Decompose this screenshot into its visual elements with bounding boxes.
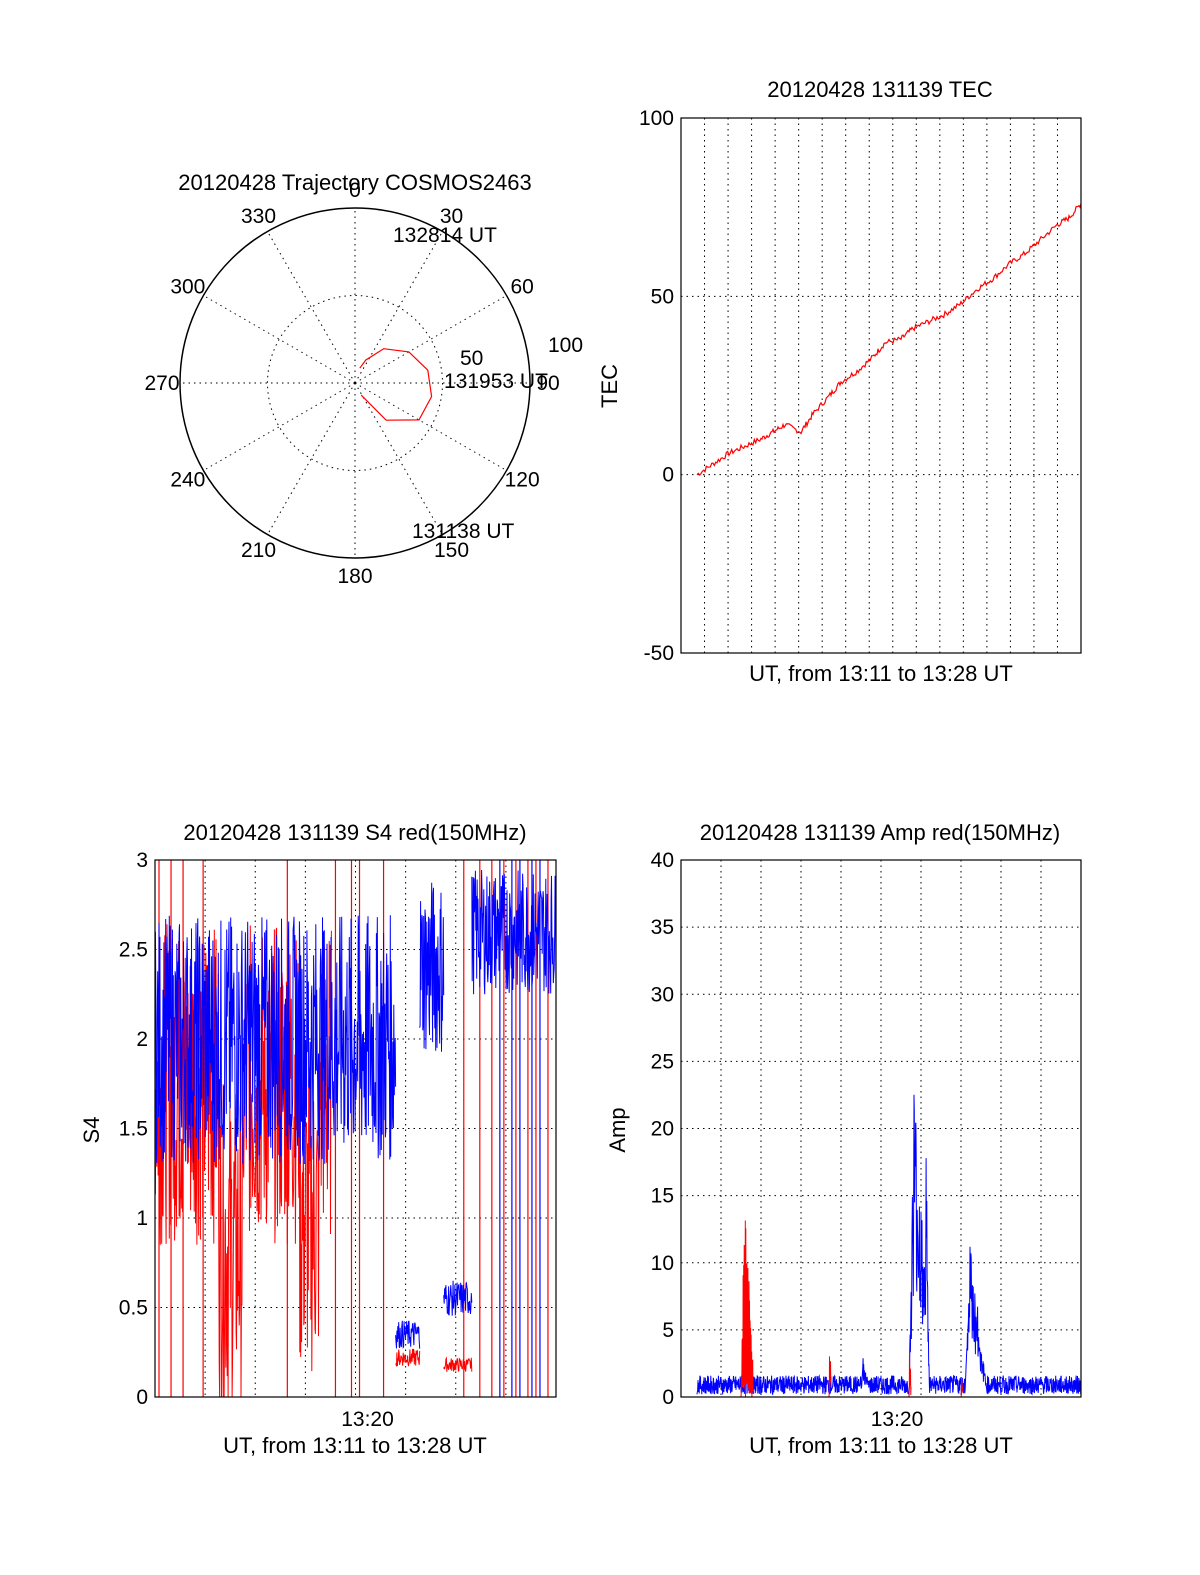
amp-y-tick-3: 15: [651, 1185, 674, 1208]
trajectory-mid-label: 131953 UT: [444, 370, 548, 393]
s4-y-axis-label: S4: [79, 1117, 104, 1144]
tec-y-tick-2: 50: [651, 285, 674, 308]
polar-azimuth-label-210: 210: [241, 539, 276, 562]
polar-azimuth-label-90: 90: [536, 372, 559, 395]
s4-y-tick-1: 0.5: [119, 1297, 148, 1320]
amp-series-red-burst-1: [828, 1356, 832, 1398]
polar-azimuth-label-330: 330: [241, 205, 276, 228]
amp-x-axis-label: UT, from 13:11 to 13:28 UT: [749, 1433, 1013, 1458]
s4-y-tick-6: 3: [136, 849, 148, 872]
amp-x-tick-label: 13:20: [871, 1408, 924, 1431]
amp-y-tick-1: 5: [662, 1319, 674, 1342]
tec-x-axis-label: UT, from 13:11 to 13:28 UT: [749, 661, 1013, 686]
tec-y-tick-labels: -50 0 50 100: [639, 107, 674, 665]
s4-series-0-segment-2: [443, 1356, 473, 1373]
polar-azimuth-label-60: 60: [510, 276, 533, 299]
amp-grid: [681, 860, 1081, 1397]
amp-y-tick-4: 20: [651, 1118, 674, 1141]
amp-title: 20120428 131139 Amp red(150MHz): [700, 820, 1060, 845]
amp-y-tick-7: 35: [651, 916, 674, 939]
tec-y-tick-1: 0: [662, 464, 674, 487]
tec-grid: [681, 118, 1081, 653]
polar-radius-label-50: 50: [460, 347, 483, 370]
amp-y-tick-0: 0: [662, 1386, 674, 1409]
s4-chart: 20120428 131139 S4 red(150MHz) 0 0.5 1 1.5 2…: [79, 820, 557, 1458]
polar-azimuth-label-180: 180: [337, 565, 372, 588]
s4-y-tick-labels: 0 0.5 1 1.5 2 2.5 3: [119, 849, 148, 1409]
s4-series-1-segment-2: [419, 882, 445, 1052]
polar-trajectory-chart: 20120428 Trajectory COSMOS2463 0 30 60 90 12…: [144, 170, 583, 588]
polar-spoke-120: [354, 382, 507, 471]
amp-chart: 20120428 131139 Amp red(150MHz) 0 5 10 15 20…: [605, 820, 1082, 1458]
polar-grid: [179, 207, 531, 559]
s4-y-tick-0: 0: [136, 1386, 148, 1409]
s4-series-0-segment-1: [395, 1348, 421, 1367]
s4-plot-frame: [154, 859, 557, 1398]
amp-series: [696, 1094, 1082, 1398]
amp-series-red-burst-3: [960, 1380, 964, 1398]
tec-chart: 20120428 131139 TEC -50 0 50 100 UT, from 1…: [597, 77, 1082, 686]
tec-y-tick-0: -50: [644, 642, 674, 665]
polar-spoke-150: [354, 382, 443, 535]
polar-azimuth-label-0: 0: [349, 179, 361, 202]
s4-y-tick-3: 1.5: [119, 1118, 148, 1141]
trajectory-end-label: 132814 UT: [393, 224, 497, 247]
s4-series-1-segment-0: [154, 915, 397, 1165]
s4-series: [154, 860, 557, 1398]
polar-azimuth-label-120: 120: [505, 469, 540, 492]
amp-series-blue-line: [696, 1094, 1082, 1396]
polar-spoke-240: [203, 382, 356, 471]
polar-azimuth-labels: 0 30 60 90 120 150 180 210 240 270 300 330: [144, 179, 559, 588]
trajectory-line: [359, 348, 433, 421]
polar-azimuth-label-150: 150: [434, 539, 469, 562]
tec-y-axis-label: TEC: [597, 364, 622, 408]
amp-y-axis-label: Amp: [605, 1107, 630, 1152]
tec-plot-frame: [680, 117, 1082, 654]
polar-title: 20120428 Trajectory COSMOS2463: [178, 170, 531, 195]
polar-azimuth-label-270: 270: [144, 372, 179, 395]
s4-y-tick-4: 2: [136, 1028, 148, 1051]
amp-y-tick-labels: 0 5 10 15 20 25 30 35 40: [651, 849, 674, 1409]
amp-plot-frame: [680, 859, 1082, 1398]
s4-series-1-segment-3: [443, 1280, 473, 1316]
polar-spoke-210: [267, 382, 356, 535]
trajectory-start-label: 131138 UT: [412, 520, 515, 543]
s4-series-1-segment-1: [395, 1320, 421, 1349]
amp-y-tick-8: 40: [651, 849, 674, 872]
amp-y-tick-6: 30: [651, 983, 674, 1006]
tec-y-tick-3: 100: [639, 107, 674, 130]
s4-x-axis-label: UT, from 13:11 to 13:28 UT: [223, 1433, 487, 1458]
amp-series-red-burst-2: [908, 1349, 912, 1398]
tec-series-line: [696, 203, 1082, 477]
amp-y-tick-5: 25: [651, 1050, 674, 1073]
s4-series-1-segment-4: [471, 869, 557, 995]
polar-radius-label-100: 100: [548, 334, 583, 357]
tec-title: 20120428 131139 TEC: [767, 77, 993, 102]
amp-series-red-burst-0: [740, 1220, 754, 1398]
polar-azimuth-label-30: 30: [440, 205, 463, 228]
s4-title: 20120428 131139 S4 red(150MHz): [183, 820, 526, 845]
polar-azimuth-label-240: 240: [170, 469, 205, 492]
polar-azimuth-label-300: 300: [170, 276, 205, 299]
s4-y-tick-2: 1: [136, 1207, 148, 1230]
polar-outer-circle: [179, 207, 531, 559]
s4-x-tick-label: 13:20: [341, 1408, 394, 1431]
s4-y-tick-5: 2.5: [119, 939, 148, 962]
polar-spoke-330: [267, 231, 356, 384]
polar-inner-circle: [267, 295, 443, 471]
amp-y-tick-2: 10: [651, 1252, 674, 1275]
